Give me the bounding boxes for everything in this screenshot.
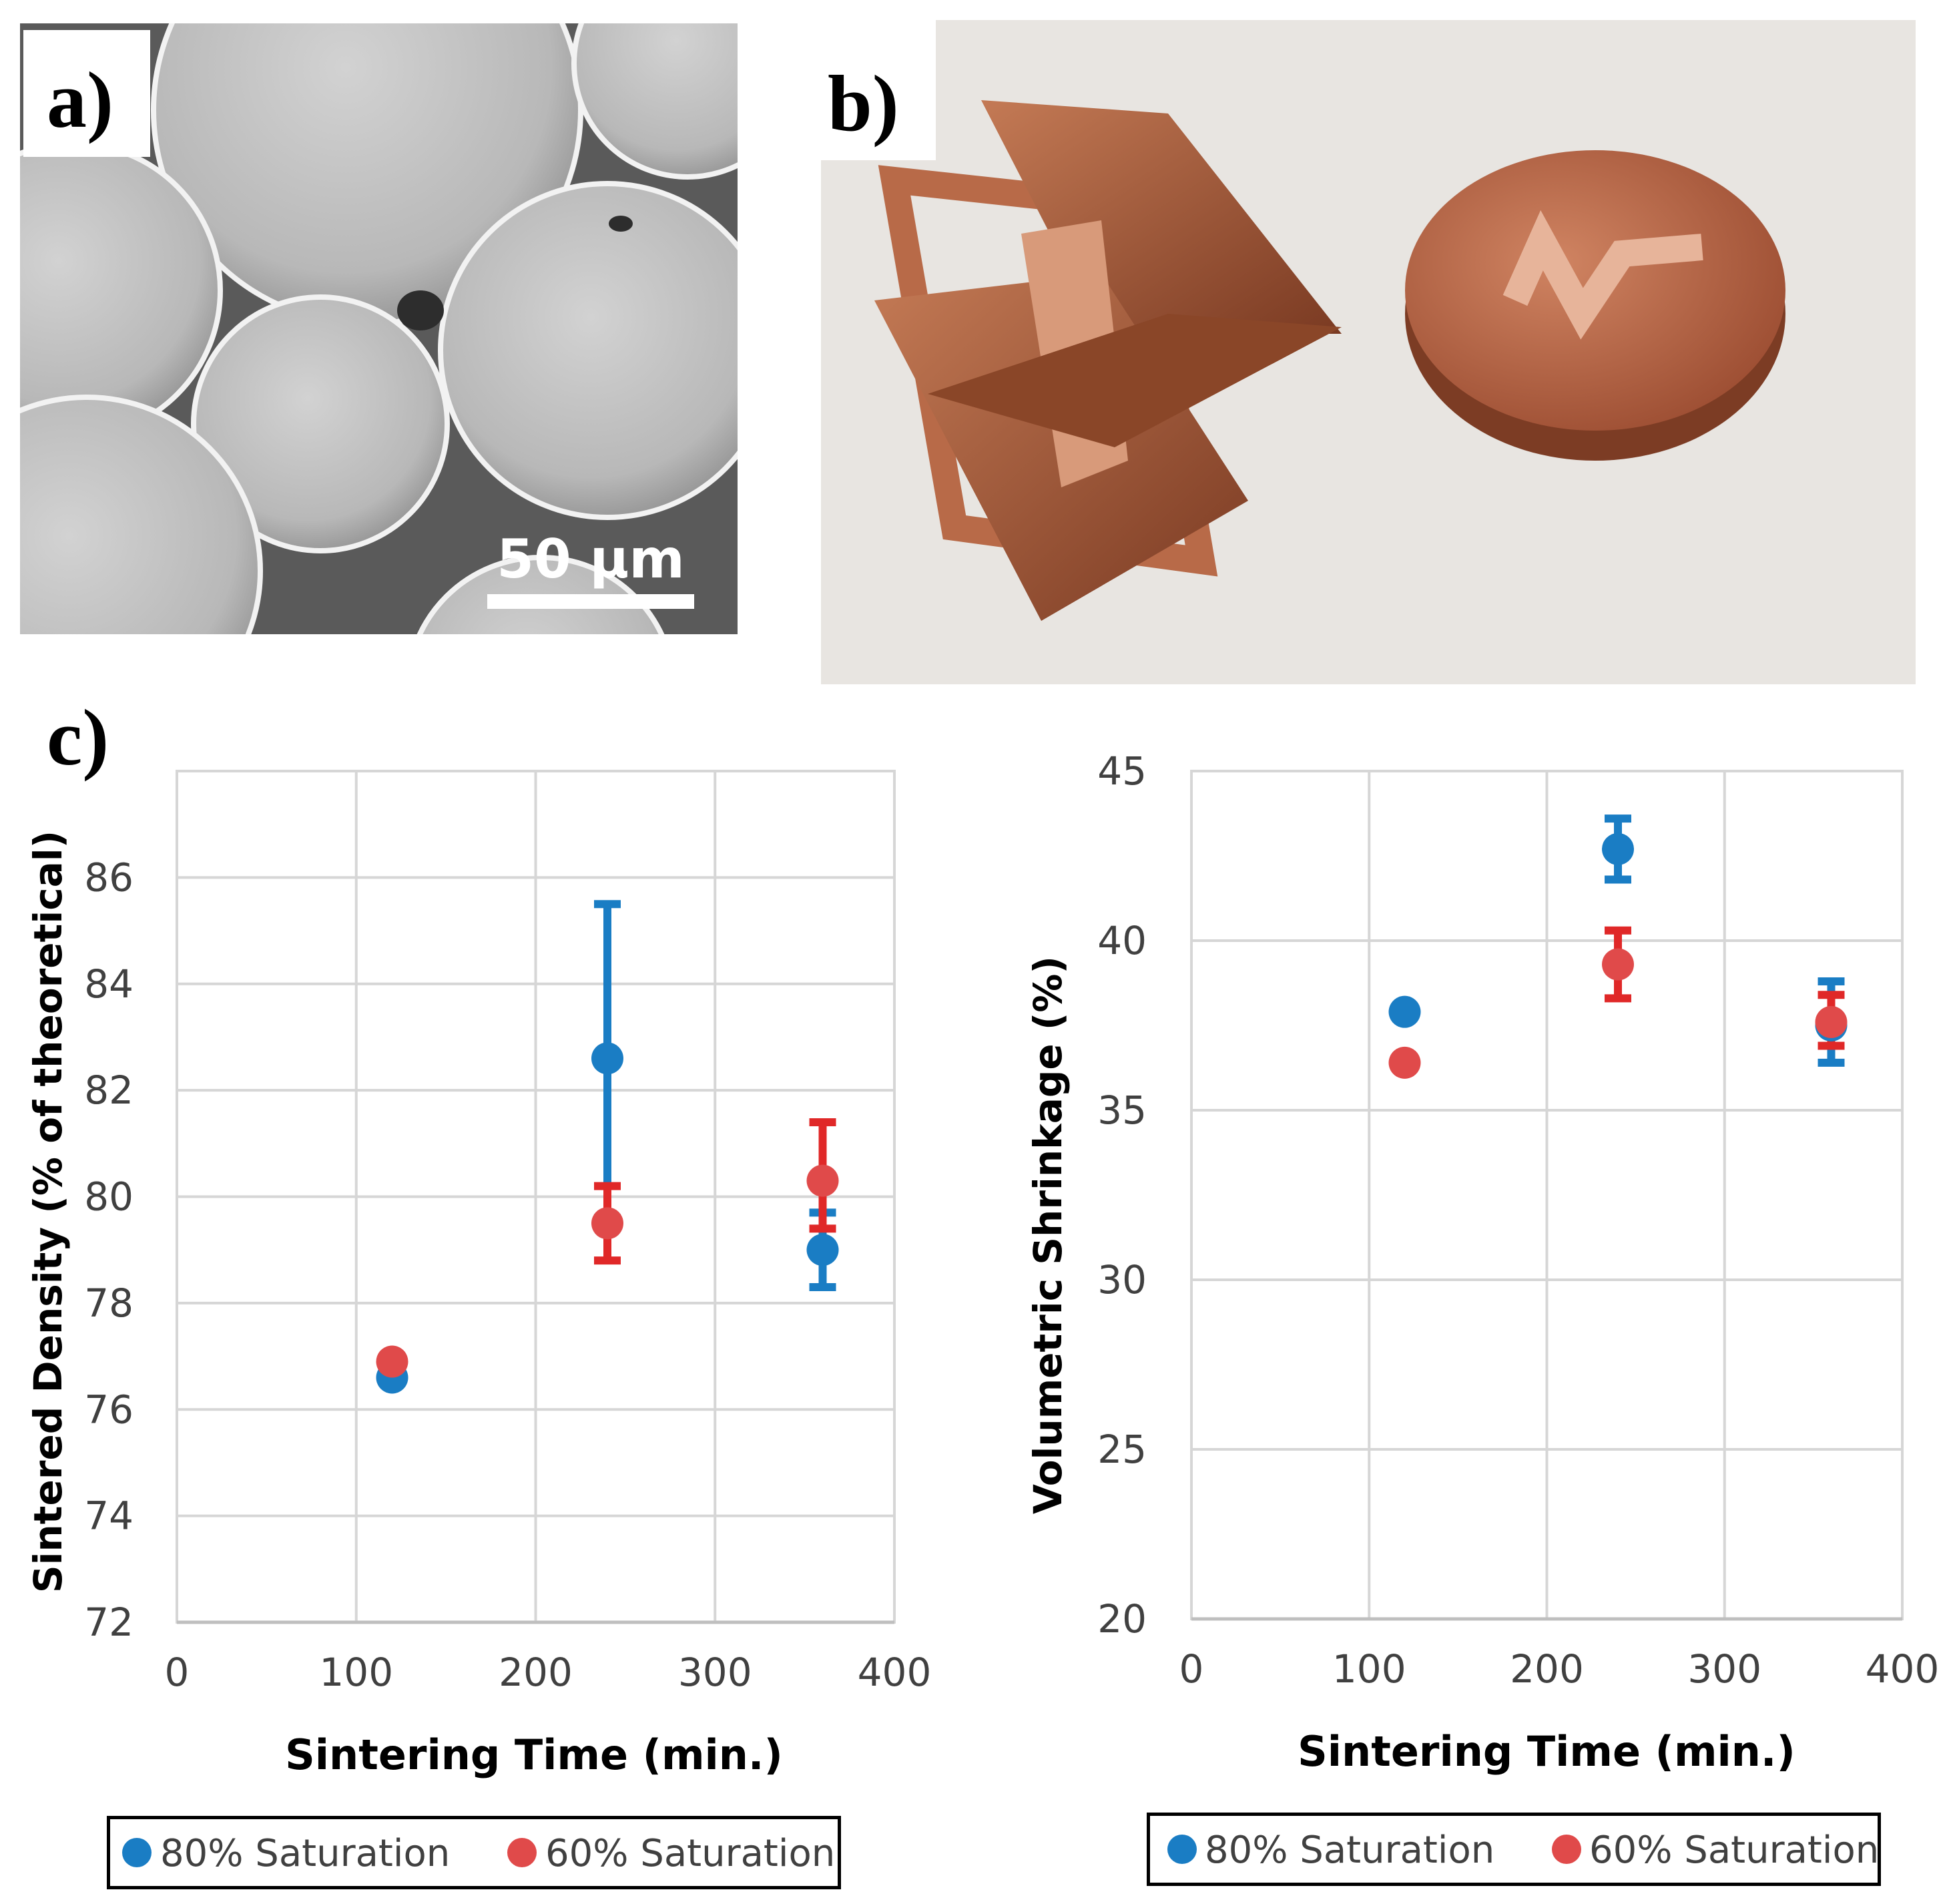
legend-marker-60-saturation [507, 1838, 537, 1867]
density-point-60-saturation [806, 1164, 839, 1197]
shrinkage-point-60-saturation [1815, 1005, 1848, 1038]
shrinkage-y-tick-label: 30 [1097, 1257, 1147, 1302]
density-point-80-saturation [806, 1234, 839, 1266]
density-x-ticks: 0 100 200 300 400 [165, 1650, 932, 1695]
density-y-tick-label: 74 [84, 1493, 133, 1539]
density-grid [176, 770, 896, 1624]
shrinkage-data-marks [1388, 814, 1848, 1079]
density-x-tick-label: 400 [858, 1650, 932, 1695]
density-y-tick-label: 78 [84, 1280, 133, 1326]
shrinkage-x-tick-label: 300 [1687, 1646, 1761, 1692]
panel-label-b: b) [821, 20, 936, 160]
shrinkage-point-60-saturation [1602, 948, 1634, 981]
density-y-tick-label: 82 [84, 1067, 133, 1113]
density-y-ticks: 72 74 76 78 80 82 84 86 [84, 855, 133, 1645]
density-y-tick-label: 80 [84, 1174, 133, 1220]
legend-marker-80-saturation [122, 1838, 152, 1867]
density-y-tick-label: 86 [84, 855, 133, 900]
density-y-tick-label: 72 [84, 1600, 133, 1645]
panel-label-a: a) [23, 30, 150, 157]
shrinkage-y-tick-label: 20 [1097, 1596, 1147, 1642]
density-x-tick-label: 100 [319, 1650, 393, 1695]
density-data-marks [376, 900, 839, 1394]
legend-label-60-saturation: 60% Saturation [1589, 1829, 1878, 1872]
density-x-tick-label: 0 [165, 1650, 190, 1695]
legend-label-80-saturation: 80% Saturation [1205, 1829, 1494, 1872]
scale-bar [487, 594, 694, 609]
density-chart: 72 74 76 78 80 82 84 86 0 100 200 300 400 Sintered … [25, 770, 932, 1779]
shrinkage-x-tick-label: 100 [1332, 1646, 1406, 1692]
shrinkage-x-tick-label: 0 [1179, 1646, 1204, 1692]
shrinkage-x-tick-label: 200 [1510, 1646, 1584, 1692]
sem-micrograph: 50 μm [20, 23, 738, 634]
shrinkage-y-axis-label: Volumetric Shrinkage (%) [1025, 956, 1071, 1514]
shrinkage-legend: 80% Saturation 60% Saturation [1147, 1813, 1881, 1886]
density-x-tick-label: 300 [678, 1650, 752, 1695]
shrinkage-x-ticks: 0 100 200 300 400 [1179, 1646, 1940, 1692]
shrinkage-y-tick-label: 25 [1097, 1427, 1147, 1472]
density-point-60-saturation [591, 1207, 623, 1240]
legend-label-60-saturation: 60% Saturation [545, 1832, 835, 1875]
copper-coin [1405, 150, 1785, 461]
legend-marker-80-saturation [1167, 1835, 1197, 1864]
density-x-axis-label: Sintering Time (min.) [285, 1730, 783, 1779]
shrinkage-grid [1190, 770, 1904, 1621]
scale-bar-label: 50 μm [497, 528, 684, 590]
shrinkage-point-80-saturation [1602, 832, 1634, 865]
density-point-80-saturation [591, 1042, 623, 1075]
density-y-tick-label: 84 [84, 961, 133, 1007]
shrinkage-x-axis-label: Sintering Time (min.) [1298, 1727, 1795, 1776]
copper-parts-photo [821, 20, 1916, 684]
shrinkage-point-80-saturation [1388, 995, 1421, 1028]
density-point-60-saturation [376, 1345, 408, 1378]
shrinkage-y-tick-label: 35 [1097, 1088, 1147, 1133]
shrinkage-y-tick-label: 45 [1097, 748, 1147, 794]
shrinkage-y-tick-label: 40 [1097, 918, 1147, 963]
density-x-tick-label: 200 [499, 1650, 573, 1695]
shrinkage-x-tick-label: 400 [1866, 1646, 1940, 1692]
shrinkage-chart: 20 25 30 35 40 45 0 100 200 300 400 Volumetric Sh… [1025, 748, 1940, 1776]
legend-marker-60-saturation [1552, 1835, 1581, 1864]
legend-label-80-saturation: 80% Saturation [160, 1832, 450, 1875]
shrinkage-point-60-saturation [1388, 1046, 1421, 1079]
density-y-axis-label: Sintered Density (% of theoretical) [25, 830, 71, 1593]
density-y-tick-label: 76 [84, 1387, 133, 1432]
copper-parts-image [821, 20, 1916, 684]
panel-label-c: c) [47, 693, 109, 782]
density-legend: 80% Saturation 60% Saturation [107, 1816, 841, 1889]
shrinkage-y-ticks: 20 25 30 35 40 45 [1097, 748, 1147, 1642]
lattice-part [874, 100, 1342, 621]
